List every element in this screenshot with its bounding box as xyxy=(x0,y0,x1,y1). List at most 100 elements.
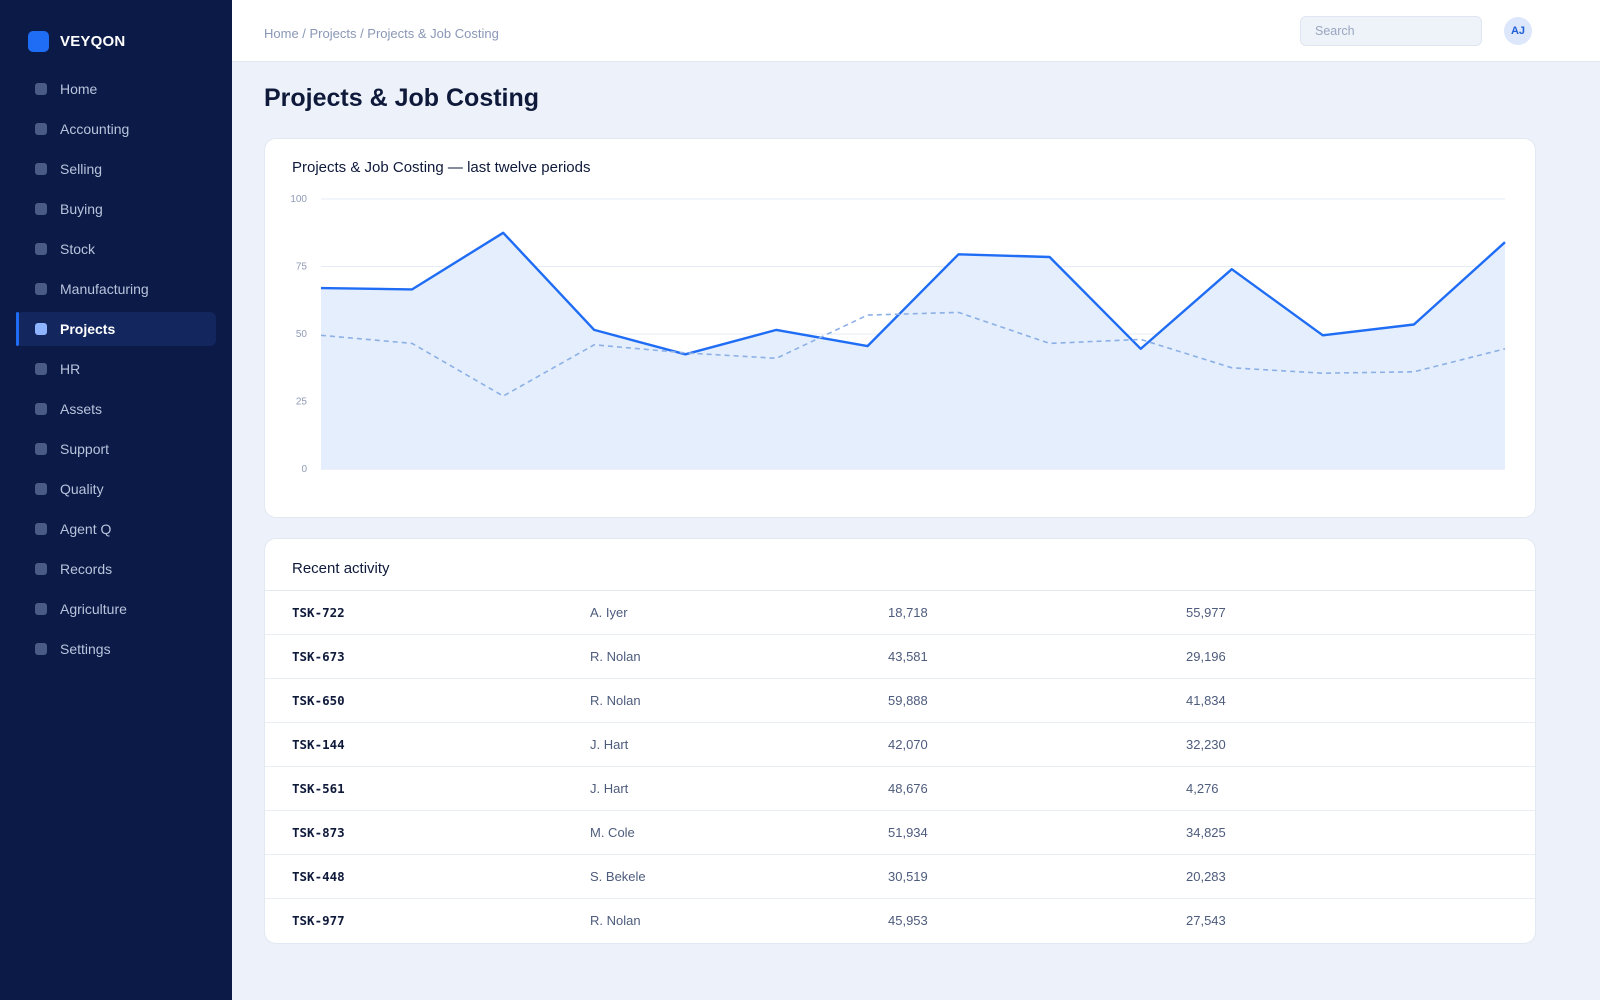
y-tick-label: 50 xyxy=(296,329,308,340)
value-cell: 30,519 xyxy=(888,869,928,884)
value-cell: 4,276 xyxy=(1186,781,1219,796)
stock-icon xyxy=(35,243,47,255)
agent-q-icon xyxy=(35,523,47,535)
search-input[interactable] xyxy=(1300,16,1482,46)
value-cell: 48,676 xyxy=(888,781,928,796)
breadcrumb[interactable]: Home / Projects / Projects & Job Costing xyxy=(264,26,499,41)
chart-card: Projects & Job Costing — last twelve per… xyxy=(264,138,1536,518)
sidebar-item-support[interactable]: Support xyxy=(16,432,216,466)
owner-cell: R. Nolan xyxy=(590,649,641,664)
divider xyxy=(265,590,1535,591)
line-chart: 100 75 50 25 0 xyxy=(290,194,1506,475)
table-row[interactable]: TSK-448 S. Bekele 30,519 20,283 xyxy=(265,855,1535,899)
value-cell: 59,888 xyxy=(888,693,928,708)
sidebar-item-selling[interactable]: Selling xyxy=(16,152,216,186)
agriculture-icon xyxy=(35,603,47,615)
owner-cell: J. Hart xyxy=(590,737,629,752)
sidebar-item-stock[interactable]: Stock xyxy=(16,232,216,266)
sidebar-item-hr[interactable]: HR xyxy=(16,352,216,386)
sidebar-item-label: Accounting xyxy=(60,121,130,137)
series-line-primary xyxy=(320,231,1506,356)
value-cell: 32,230 xyxy=(1186,737,1226,752)
task-id: TSK-448 xyxy=(292,869,345,884)
table-row[interactable]: TSK-722 A. Iyer 18,718 55,977 xyxy=(265,591,1535,635)
value-cell: 20,283 xyxy=(1186,869,1226,884)
owner-cell: R. Nolan xyxy=(590,693,641,708)
value-cell: 27,543 xyxy=(1186,913,1226,928)
value-cell: 29,196 xyxy=(1186,649,1226,664)
sidebar-item-manufacturing[interactable]: Manufacturing xyxy=(16,272,216,306)
y-tick-label: 100 xyxy=(290,194,307,205)
sidebar-item-label: Assets xyxy=(60,401,103,417)
brand[interactable]: VEYQON xyxy=(28,30,126,52)
task-id: TSK-673 xyxy=(292,649,345,664)
owner-cell: A. Iyer xyxy=(590,605,628,620)
sidebar-item-label: Agriculture xyxy=(60,601,127,617)
activity-table: TSK-722 A. Iyer 18,718 55,977 TSK-673 R. Nol… xyxy=(265,591,1535,943)
sidebar-item-label: Projects xyxy=(60,321,116,337)
value-cell: 34,825 xyxy=(1186,825,1226,840)
y-tick-label: 25 xyxy=(296,397,308,408)
sidebar-item-agent-q[interactable]: Agent Q xyxy=(16,512,216,546)
avatar[interactable]: AJ xyxy=(1504,17,1532,45)
value-cell: 18,718 xyxy=(888,605,928,620)
sidebar-item-label: Settings xyxy=(60,641,111,657)
table-row[interactable]: TSK-650 R. Nolan 59,888 41,834 xyxy=(265,679,1535,723)
manufacturing-icon xyxy=(35,283,47,295)
value-cell: 51,934 xyxy=(888,825,928,840)
table-row[interactable]: TSK-673 R. Nolan 43,581 29,196 xyxy=(265,635,1535,679)
buying-icon xyxy=(35,203,47,215)
task-id: TSK-722 xyxy=(292,605,345,620)
brand-name: VEYQON xyxy=(60,32,126,50)
y-tick-label: 0 xyxy=(301,464,307,475)
owner-cell: J. Hart xyxy=(590,781,629,796)
sidebar-item-projects[interactable]: Projects xyxy=(16,312,216,346)
sidebar-item-label: Buying xyxy=(60,201,103,217)
sidebar-item-agriculture[interactable]: Agriculture xyxy=(16,592,216,626)
records-icon xyxy=(35,563,47,575)
chart-title: Projects & Job Costing — last twelve per… xyxy=(292,159,591,176)
projects-icon xyxy=(35,323,47,335)
settings-icon xyxy=(35,643,47,655)
quality-icon xyxy=(35,483,47,495)
sidebar-item-buying[interactable]: Buying xyxy=(16,192,216,226)
y-tick-label: 75 xyxy=(296,262,308,273)
table-row[interactable]: TSK-561 J. Hart 48,676 4,276 xyxy=(265,767,1535,811)
table-row[interactable]: TSK-144 J. Hart 42,070 32,230 xyxy=(265,723,1535,767)
sidebar: VEYQON Home Accounting Selling Buying St… xyxy=(0,0,232,1000)
task-id: TSK-561 xyxy=(292,781,345,796)
sidebar-item-records[interactable]: Records xyxy=(16,552,216,586)
task-id: TSK-144 xyxy=(292,737,345,752)
value-cell: 41,834 xyxy=(1186,693,1226,708)
value-cell: 42,070 xyxy=(888,737,928,752)
sidebar-item-accounting[interactable]: Accounting xyxy=(16,112,216,146)
sidebar-item-label: Support xyxy=(60,441,110,457)
sidebar-item-assets[interactable]: Assets xyxy=(16,392,216,426)
selling-icon xyxy=(35,163,47,175)
sidebar-item-label: Quality xyxy=(60,481,104,497)
page-title: Projects & Job Costing xyxy=(264,84,540,112)
sidebar-item-label: Selling xyxy=(60,161,103,177)
accounting-icon xyxy=(35,123,47,135)
task-id: TSK-873 xyxy=(292,825,345,840)
task-id: TSK-650 xyxy=(292,693,345,708)
sidebar-item-label: HR xyxy=(60,361,81,377)
brand-logo-icon xyxy=(28,30,49,52)
recent-activity-card: Recent activity TSK-722 A. Iyer 18,718 55,9… xyxy=(264,538,1536,944)
series-area xyxy=(321,232,1505,469)
value-cell: 43,581 xyxy=(888,649,928,664)
owner-cell: S. Bekele xyxy=(590,869,646,884)
value-cell: 45,953 xyxy=(888,913,928,928)
sidebar-item-quality[interactable]: Quality xyxy=(16,472,216,506)
series-line-secondary xyxy=(320,311,1506,398)
sidebar-item-home[interactable]: Home xyxy=(16,72,216,106)
sidebar-item-label: Records xyxy=(60,561,113,577)
table-row[interactable]: TSK-873 M. Cole 51,934 34,825 xyxy=(265,811,1535,855)
topbar: Home / Projects / Projects & Job Costing… xyxy=(232,0,1600,62)
sidebar-item-settings[interactable]: Settings xyxy=(16,632,216,666)
support-icon xyxy=(35,443,47,455)
value-cell: 55,977 xyxy=(1186,605,1226,620)
table-row[interactable]: TSK-977 R. Nolan 45,953 27,543 xyxy=(265,899,1535,943)
sidebar-item-label: Manufacturing xyxy=(60,281,149,297)
hr-icon xyxy=(35,363,47,375)
